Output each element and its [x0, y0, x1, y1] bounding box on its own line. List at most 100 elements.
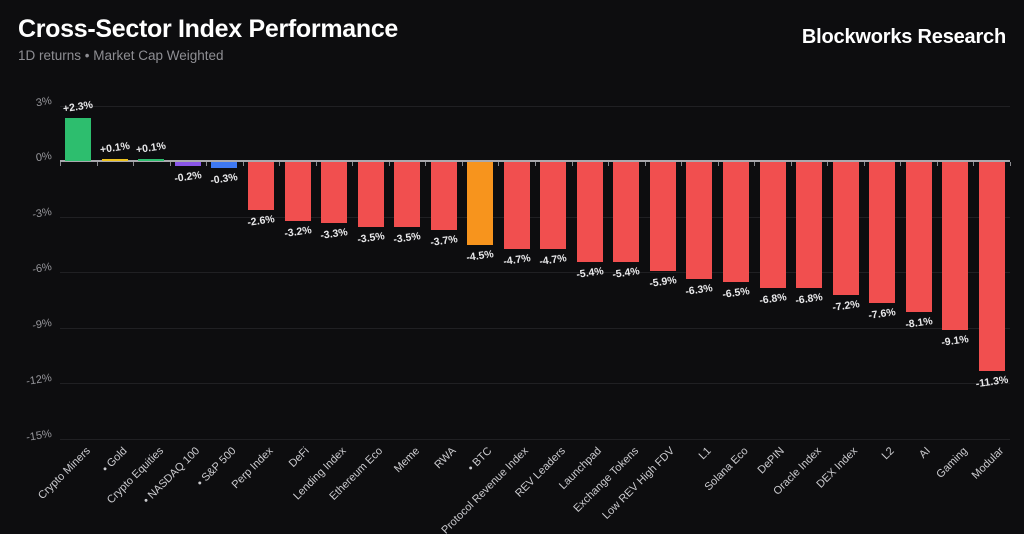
axis-tick-mark — [717, 162, 719, 166]
x-axis-label: Modular — [969, 445, 1007, 482]
axis-tick-mark — [936, 162, 938, 166]
bar — [686, 162, 713, 279]
bar — [284, 162, 311, 222]
axis-tick-mark — [315, 162, 317, 166]
y-axis-label: -3% — [31, 205, 53, 221]
bar-value-label: -0.3% — [210, 170, 239, 187]
x-axis-label: • Gold — [99, 445, 130, 475]
axis-tick-mark — [681, 162, 683, 166]
bar — [576, 162, 603, 262]
bar — [321, 162, 348, 224]
gridline — [60, 105, 1010, 107]
bar — [65, 118, 92, 161]
bar-value-label: -5.4% — [575, 265, 605, 281]
bar-value-label: -0.2% — [173, 168, 203, 185]
bar — [649, 162, 676, 272]
bar-value-label: -4.7% — [538, 252, 568, 268]
axis-tick-mark — [461, 162, 463, 166]
y-axis-label: 0% — [35, 150, 53, 165]
bar-value-label: +2.3% — [62, 99, 94, 116]
x-axis-label: Gaming — [933, 445, 970, 481]
bar-value-label: -6.8% — [758, 290, 787, 307]
axis-tick-mark — [242, 162, 244, 166]
axis-tick-mark — [790, 162, 792, 166]
bar-value-label: -4.5% — [465, 248, 495, 265]
x-axis-label: Meme — [391, 445, 422, 476]
bar-value-label: -9.1% — [940, 333, 970, 350]
axis-tick-mark — [388, 162, 390, 166]
axis-tick-mark — [96, 162, 98, 166]
bar — [503, 162, 530, 249]
x-axis-label: RWA — [431, 445, 459, 472]
axis-tick-mark — [827, 162, 829, 166]
page-title: Cross-Sector Index Performance — [18, 15, 399, 43]
bar — [796, 162, 823, 288]
bar-value-label: -3.5% — [356, 229, 385, 246]
axis-tick-mark — [206, 162, 208, 166]
x-axis-label: AI — [917, 445, 934, 461]
bar-value-label: -3.2% — [283, 224, 312, 241]
bar — [247, 162, 274, 211]
bar — [357, 162, 384, 227]
gridline — [60, 383, 1010, 384]
gridline — [60, 327, 1010, 329]
axis-tick-mark — [863, 162, 865, 166]
bar — [467, 162, 494, 246]
axis-tick-mark — [279, 162, 281, 166]
x-axis-label: Low REV High FDV — [600, 445, 678, 522]
x-axis-label: Crypto Miners — [35, 445, 93, 502]
y-axis-label: -6% — [31, 261, 53, 276]
bar — [613, 162, 640, 262]
bar — [540, 162, 567, 249]
x-axis-label: L1 — [696, 445, 714, 463]
gridline — [60, 216, 1010, 218]
x-axis-label: • BTC — [465, 445, 495, 474]
gridline — [60, 438, 1010, 440]
bar — [430, 162, 457, 231]
chart-subtitle: 1D returns • Market Cap Weighted — [18, 48, 224, 63]
bar — [905, 162, 932, 312]
axis-tick-mark — [608, 162, 610, 166]
bar-value-label: +0.1% — [99, 140, 131, 157]
bar-value-label: -3.3% — [319, 226, 349, 242]
bar-value-label: -5.4% — [611, 265, 641, 281]
axis-tick-mark — [644, 162, 646, 166]
bar-value-label: -4.7% — [502, 252, 532, 268]
bar — [869, 162, 896, 303]
bar-value-label: -7.2% — [831, 298, 860, 315]
bar — [978, 162, 1005, 372]
bar — [211, 162, 238, 168]
bar — [832, 162, 859, 296]
bar — [722, 162, 749, 283]
axis-tick-mark — [571, 162, 573, 166]
axis-tick-mark — [973, 162, 975, 166]
axis-tick-mark — [754, 162, 756, 166]
y-axis-label: -12% — [25, 372, 53, 388]
bar-value-label: -6.5% — [721, 285, 751, 302]
axis-tick-mark — [498, 162, 500, 166]
bar — [138, 159, 165, 162]
bar-value-label: -3.5% — [392, 229, 422, 246]
x-axis-baseline — [60, 160, 1010, 162]
bar-value-label: -6.3% — [685, 281, 714, 298]
bar — [174, 162, 201, 166]
bar-value-label: -6.8% — [794, 290, 824, 307]
axis-tick-mark — [169, 162, 171, 166]
bar-value-label: -3.7% — [429, 233, 459, 250]
axis-tick-mark — [1010, 162, 1011, 166]
x-axis-label: Exchange Tokens — [571, 445, 641, 515]
y-axis-label: -15% — [25, 427, 53, 444]
axis-tick-mark — [900, 162, 902, 166]
bar — [942, 162, 969, 331]
bar-value-label: -5.9% — [648, 274, 678, 290]
bar-value-label: -11.3% — [974, 373, 1009, 391]
x-axis-label: DeFi — [287, 445, 312, 470]
gridline — [60, 272, 1010, 273]
x-axis-label: L2 — [879, 445, 897, 463]
chart-header: Cross-Sector Index Performance 1D return… — [18, 14, 1006, 63]
y-axis-label: 3% — [35, 94, 53, 109]
axis-tick-mark — [133, 162, 135, 166]
x-axis-label: DePIN — [755, 445, 787, 477]
